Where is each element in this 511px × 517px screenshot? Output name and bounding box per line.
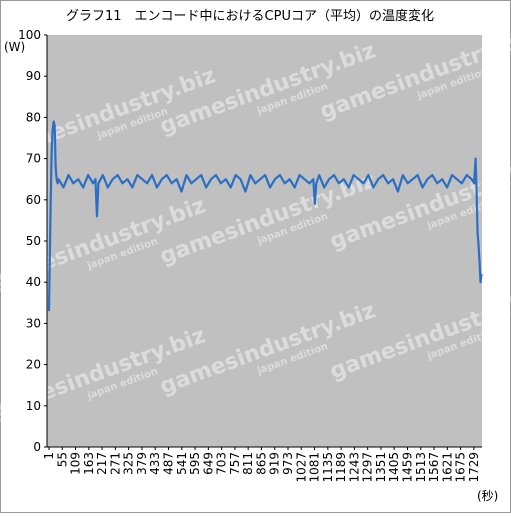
x-tick-label: 1513 bbox=[414, 452, 428, 483]
x-tick-label: 919 bbox=[268, 452, 282, 475]
x-tick-label: 271 bbox=[108, 452, 122, 475]
plot-area bbox=[47, 35, 482, 447]
x-tick-label: 757 bbox=[228, 452, 242, 475]
x-tick-label: 1135 bbox=[321, 452, 335, 483]
x-tick-label: 649 bbox=[201, 452, 215, 475]
y-tick-label: 60 bbox=[26, 193, 41, 207]
x-tick-label: 379 bbox=[135, 452, 149, 475]
x-tick-label: 1405 bbox=[387, 452, 401, 483]
x-tick-label: 217 bbox=[95, 452, 109, 475]
x-tick-label: 487 bbox=[161, 452, 175, 475]
x-tick-label: 1189 bbox=[334, 452, 348, 483]
y-tick-label: 20 bbox=[26, 358, 41, 372]
y-tick-label: 100 bbox=[18, 28, 41, 42]
x-tick-label: 1459 bbox=[400, 452, 414, 483]
x-tick-label: 433 bbox=[148, 452, 162, 475]
y-axis-label: (W) bbox=[4, 40, 25, 54]
x-tick-label: 703 bbox=[215, 452, 229, 475]
x-tick-label: 1729 bbox=[467, 452, 481, 483]
y-tick-label: 80 bbox=[26, 110, 41, 124]
x-tick-label: 541 bbox=[175, 452, 189, 475]
x-tick-label: 1675 bbox=[454, 452, 468, 483]
x-tick-label: 1027 bbox=[294, 452, 308, 483]
x-tick-label: 865 bbox=[254, 452, 268, 475]
y-tick-label: 90 bbox=[26, 69, 41, 83]
x-tick-label: 55 bbox=[55, 452, 69, 467]
x-tick-label: 1297 bbox=[361, 452, 375, 483]
x-tick-label: 1243 bbox=[347, 452, 361, 483]
x-tick-label: 973 bbox=[281, 452, 295, 475]
x-tick-label: 1351 bbox=[374, 452, 388, 483]
y-tick-label: 0 bbox=[33, 440, 41, 454]
x-axis-label: (秒) bbox=[477, 489, 498, 503]
x-tick-label: 1 bbox=[42, 452, 56, 460]
x-tick-label: 325 bbox=[122, 452, 136, 475]
x-tick-label: 1621 bbox=[440, 452, 454, 483]
y-tick-label: 30 bbox=[26, 316, 41, 330]
data-line bbox=[47, 120, 483, 312]
x-tick-label: 1081 bbox=[308, 452, 322, 483]
x-tick-label: 163 bbox=[82, 452, 96, 475]
y-tick-label: 40 bbox=[26, 275, 41, 289]
x-tick-label: 595 bbox=[188, 452, 202, 475]
x-tick-label: 811 bbox=[241, 452, 255, 475]
y-tick-label: 10 bbox=[26, 399, 41, 413]
y-tick-label: 70 bbox=[26, 152, 41, 166]
chart-title: グラフ11 エンコード中におけるCPUコア（平均）の温度変化 bbox=[66, 8, 434, 24]
y-tick-label: 50 bbox=[26, 234, 41, 248]
x-tick-label: 1567 bbox=[427, 452, 441, 483]
x-tick-label: 109 bbox=[69, 452, 83, 475]
